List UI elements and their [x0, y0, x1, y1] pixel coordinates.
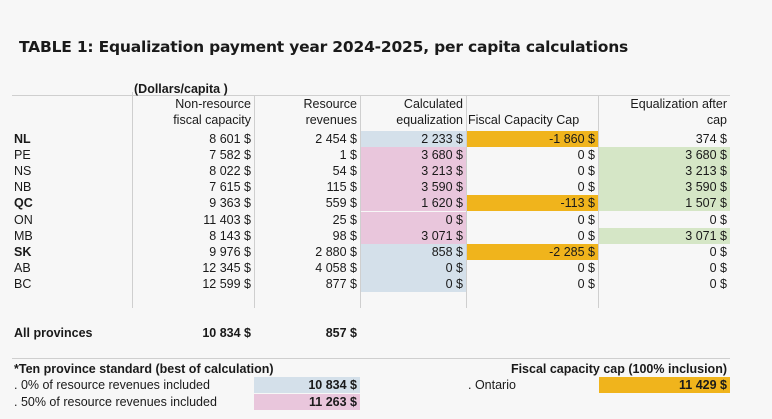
row-nb-province: NB	[14, 180, 32, 195]
row-nb-c3: 3 590 $	[361, 179, 466, 196]
row-pe-c5: 3 680 $	[599, 147, 730, 164]
row-qc-c4: -113 $	[467, 195, 598, 212]
totals-c2: 857 $	[325, 326, 357, 340]
row-ns-province: NS	[14, 164, 32, 179]
header-divider	[12, 95, 730, 96]
header-c5-line2: cap	[706, 113, 727, 127]
row-sk-c3: 858 $	[361, 243, 466, 260]
row-on-c1: 11 403 $	[203, 212, 251, 227]
row-mb-c4: 0 $	[577, 228, 595, 243]
header-c4-line2: Fiscal Capacity Cap	[468, 113, 580, 127]
cap-value: 11 429 $	[599, 377, 730, 393]
row-nl-c3: 2 233 $	[361, 131, 466, 147]
row-mb-c1: 8 143 $	[209, 228, 251, 243]
row-on-province: ON	[14, 212, 33, 227]
row-nl-province: NL	[14, 132, 31, 146]
row-ns-c1: 8 022 $	[209, 164, 251, 179]
header-c2-line1: Resource	[303, 97, 358, 111]
header-c4-line1	[466, 96, 598, 112]
row-on-c5: 0 $	[709, 212, 727, 227]
row-ab-c1: 12 345 $	[202, 260, 251, 275]
row-qc-province: QC	[14, 196, 33, 211]
row-ab-c5: 0 $	[709, 260, 727, 275]
row-nl-c2: 2 454 $	[315, 132, 357, 146]
standard-item-0-label: . 0% of resource revenues included	[14, 378, 210, 392]
row-sk-c4: -2 285 $	[467, 243, 598, 260]
row-bc-province: BC	[14, 276, 32, 291]
column-divider	[466, 96, 467, 308]
row-mb-c5: 3 071 $	[599, 227, 730, 244]
header-c3-line2: equalization	[396, 113, 463, 127]
standard-item-0-value: 10 834 $	[254, 377, 360, 393]
header-c5-line1: Equalization after	[630, 97, 727, 111]
standard-item-1-value: 11 263 $	[254, 394, 360, 410]
row-ab-c4: 0 $	[577, 260, 595, 275]
header-c2-line2: revenues	[305, 113, 357, 127]
row-ns-c4: 0 $	[577, 164, 595, 179]
row-bc-c5: 0 $	[709, 276, 727, 291]
row-sk-c5: 0 $	[709, 244, 727, 259]
row-nb-c5: 3 590 $	[599, 179, 730, 196]
row-qc-c2: 559 $	[325, 196, 357, 211]
table-title: TABLE 1: Equalization payment year 2024-…	[19, 38, 629, 56]
row-mb-province: MB	[14, 228, 33, 243]
column-divider	[598, 96, 599, 308]
row-nl-c5: 374 $	[695, 132, 727, 146]
row-sk-province: SK	[14, 244, 32, 259]
row-ab-c3: 0 $	[361, 259, 466, 276]
row-qc-c1: 9 363 $	[209, 196, 251, 211]
row-ns-c3: 3 213 $	[361, 163, 466, 180]
header-c1-line1: Non-resource	[175, 97, 251, 111]
row-pe-c4: 0 $	[577, 148, 595, 163]
row-ns-c2: 54 $	[332, 164, 357, 179]
standard-heading: *Ten province standard (best of calculat…	[14, 362, 274, 376]
cap-label: . Ontario	[468, 378, 516, 392]
row-qc-c3: 1 620 $	[361, 195, 466, 212]
units-label: (Dollars/capita )	[134, 82, 228, 96]
row-ab-province: AB	[14, 260, 31, 275]
totals-label: All provinces	[14, 326, 93, 340]
row-on-c2: 25 $	[332, 212, 357, 227]
row-ns-c5: 3 213 $	[599, 163, 730, 180]
row-on-c3: 0 $	[361, 211, 466, 228]
row-on-c4: 0 $	[577, 212, 595, 227]
row-bc-c3: 0 $	[361, 275, 466, 292]
row-mb-c2: 98 $	[332, 228, 357, 243]
header-c3-line1: Calculated	[403, 97, 463, 111]
row-pe-c1: 7 582 $	[209, 148, 251, 163]
row-qc-c5: 1 507 $	[599, 195, 730, 212]
column-divider	[132, 92, 133, 308]
row-bc-c4: 0 $	[577, 276, 595, 291]
row-nl-c1: 8 601 $	[209, 132, 251, 146]
row-nb-c4: 0 $	[577, 180, 595, 195]
column-divider	[254, 96, 255, 308]
row-bc-c2: 877 $	[325, 276, 357, 291]
totals-c1: 10 834 $	[202, 326, 251, 340]
row-ab-c2: 4 058 $	[315, 260, 357, 275]
column-divider	[360, 96, 361, 308]
row-nb-c1: 7 615 $	[209, 180, 251, 195]
notes-divider	[12, 358, 730, 359]
row-mb-c3: 3 071 $	[361, 227, 466, 244]
row-sk-c2: 2 880 $	[315, 244, 357, 259]
row-pe-c3: 3 680 $	[361, 147, 466, 164]
standard-item-1-label: . 50% of resource revenues included	[14, 395, 217, 409]
row-bc-c1: 12 599 $	[202, 276, 251, 291]
cap-heading: Fiscal capacity cap (100% inclusion)	[510, 362, 727, 376]
row-nl-c4: -1 860 $	[467, 131, 598, 147]
row-nb-c2: 115 $	[326, 180, 357, 195]
row-pe-province: PE	[14, 148, 31, 163]
row-pe-c2: 1 $	[339, 148, 357, 163]
header-c1-line2: fiscal capacity	[173, 113, 251, 127]
row-sk-c1: 9 976 $	[209, 244, 251, 259]
